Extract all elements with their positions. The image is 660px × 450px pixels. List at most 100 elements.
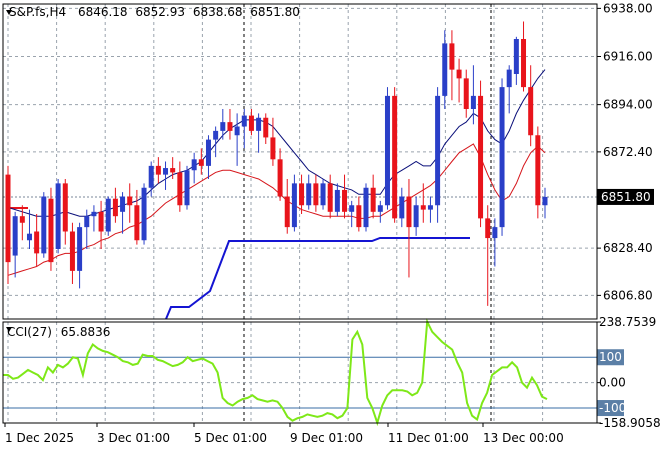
candle-body [291,183,297,228]
cci-level-label: -100 [599,401,626,415]
candle [77,222,83,289]
candle [248,109,254,136]
candle-body [284,196,290,228]
candle [84,209,90,249]
candle-body [170,168,176,173]
candle-body [406,196,412,228]
candle-body [420,205,426,210]
candle-body [313,183,319,206]
candle [91,205,97,232]
candle-body [134,205,140,241]
candle-body [105,198,111,232]
candle [399,187,405,228]
candle-body [234,126,240,136]
candle-body [277,159,283,197]
candle [120,192,126,234]
cci-layer [3,318,597,427]
candle-body [470,95,476,109]
candle [542,187,548,219]
chart-open: 6846.18 [78,5,128,19]
candle [384,87,390,210]
candle [349,200,355,228]
candle [277,148,283,201]
candle-body [5,174,11,263]
candle-body [77,227,83,271]
candle [55,179,61,254]
candle-body [478,95,484,219]
candle [148,161,154,197]
candle-body [62,183,68,232]
candle [506,65,512,114]
cci-header: CCI(27) 65.8836 [7,325,110,339]
candle [492,218,498,267]
candle [270,117,276,166]
candle-body [463,78,469,109]
candle-body [363,187,369,228]
trailing-stop-line [165,237,470,320]
candle [62,179,68,245]
candle-body [112,198,118,217]
time-tick-label: 5 Dec 01:00 [194,431,267,445]
cci-axis-label: 238.7539 [599,315,656,329]
candle-body [327,183,333,212]
candle-body [55,183,61,249]
candle [220,109,226,140]
ma-slow-line [7,143,546,276]
cci-panel-frame [2,321,598,424]
candle [98,200,104,249]
candle [105,196,111,236]
cci-value: 65.8836 [61,325,111,339]
candle [19,205,25,241]
candle [342,174,348,219]
candle-body [127,196,133,206]
candle-body [41,196,47,254]
price-panel-frame [2,3,598,320]
candle-body [427,205,433,210]
candle [456,58,462,103]
price-tick-label: 6828.40 [603,241,653,255]
time-tick-label: 1 Dec 2025 [5,431,74,445]
candle [163,161,169,190]
candle-body [248,115,254,131]
candle-body [48,198,54,263]
moving-average-layer [7,69,546,276]
candle-body [163,168,169,175]
candle [363,183,369,232]
candle-body [34,231,40,254]
candle [427,196,433,223]
candle-body [184,170,190,206]
cci-level-label: 100 [599,350,622,364]
candle [413,196,419,236]
candle-body [299,183,305,206]
candle [241,109,247,149]
candle [234,113,240,166]
candle-body [320,183,326,206]
candle [263,113,269,144]
candle [198,148,204,175]
candle [435,87,441,223]
price-tick-label: 6894.00 [603,98,653,112]
price-tick-label: 6806.80 [603,288,653,302]
candle-body [485,218,491,239]
candle-body [442,43,448,96]
candle-body [220,122,226,131]
candle [41,192,47,258]
candle [34,214,40,267]
panel-collapse-icon [6,327,12,332]
candle [478,80,484,228]
candle-body [499,87,505,228]
candle-body [198,159,204,166]
candle [320,179,326,210]
candle-body [506,69,512,88]
chart-high: 6852.93 [135,5,185,19]
time-tick-label: 13 Dec 00:00 [483,431,564,445]
candle-body [98,211,104,232]
candle-body [306,183,312,206]
candle-body [69,231,75,271]
candle [69,222,75,284]
price-tick-label: 6938.00 [603,1,653,15]
cci-line [3,318,548,427]
time-tick-label: 3 Dec 01:00 [97,431,170,445]
candle-body [148,165,154,188]
